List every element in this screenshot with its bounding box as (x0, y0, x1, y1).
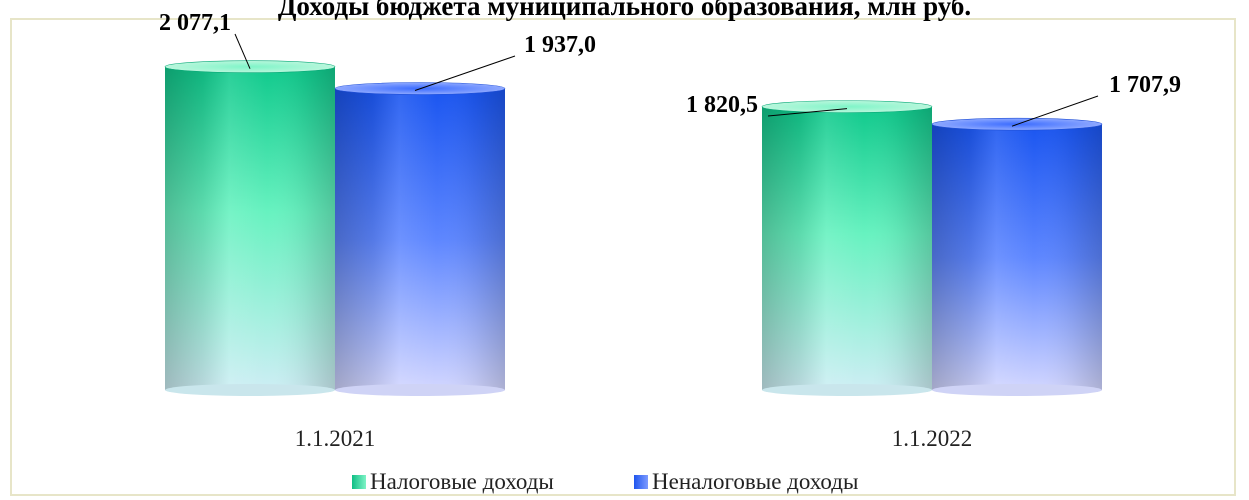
leader-line (414, 55, 516, 91)
legend-item-nontax: Неналоговые доходы (634, 469, 858, 494)
chart-title: Доходы бюджета муниципального образовани… (277, 0, 972, 21)
leader-line (1011, 95, 1099, 127)
legend-label: Неналоговые доходы (652, 469, 858, 494)
leader-line (234, 33, 251, 69)
bar-nontax-1.1.2021 (334, 82, 506, 396)
bar-tax-1.1.2022 (761, 100, 933, 396)
data-label: 1 820,5 (686, 92, 758, 118)
legend: Налоговые доходы Неналоговые доходы (352, 469, 858, 494)
legend-swatch (352, 475, 366, 489)
leader-line (767, 108, 848, 117)
bar-tax-1.1.2021 (164, 60, 336, 396)
legend-item-tax: Налоговые доходы (352, 469, 554, 494)
data-label: 1 707,9 (1109, 72, 1181, 98)
bar-nontax-1.1.2022 (931, 117, 1103, 396)
data-label: 1 937,0 (524, 32, 596, 58)
legend-label: Налоговые доходы (370, 469, 554, 494)
category-label: 1.1.2022 (892, 426, 973, 451)
legend-swatch (634, 475, 648, 489)
category-label: 1.1.2021 (295, 426, 376, 451)
data-label: 2 077,1 (159, 10, 231, 36)
